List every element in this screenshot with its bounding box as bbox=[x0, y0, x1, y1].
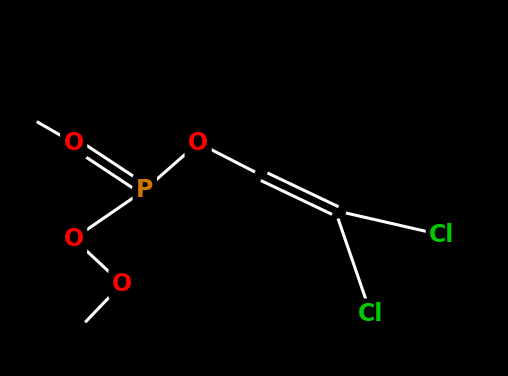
Text: P: P bbox=[136, 178, 153, 202]
Text: O: O bbox=[64, 227, 84, 251]
Text: O: O bbox=[64, 131, 84, 155]
Text: O: O bbox=[188, 131, 208, 155]
Text: Cl: Cl bbox=[358, 302, 384, 326]
Text: Cl: Cl bbox=[429, 223, 455, 247]
Text: O: O bbox=[112, 272, 132, 296]
